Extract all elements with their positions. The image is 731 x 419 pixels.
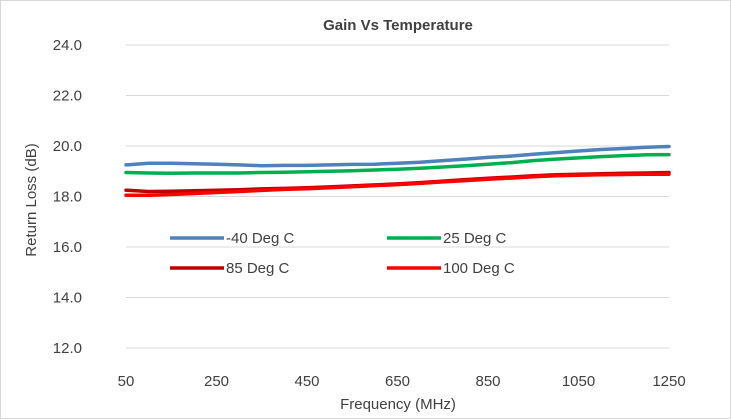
- y-tick-label: 14.0: [53, 290, 82, 307]
- series-line-2: [124, 152, 671, 176]
- x-tick-label: 1050: [562, 373, 595, 390]
- x-tick-label: 850: [475, 373, 500, 390]
- x-tick-label: 250: [204, 373, 229, 390]
- chart-title: Gain Vs Temperature: [323, 17, 473, 34]
- y-tick-label: 20.0: [53, 138, 82, 155]
- y-tick-label: 12.0: [53, 340, 82, 357]
- series-line-4: [124, 172, 671, 197]
- y-axis-ticks: 12.0 14.0 16.0 18.0 20.0 22.0 24.0: [53, 37, 82, 357]
- series-lines: [124, 144, 671, 197]
- legend-label: 85 Deg C: [226, 260, 290, 277]
- legend-label: 100 Deg C: [443, 260, 515, 277]
- x-tick-label: 650: [385, 373, 410, 390]
- x-axis-ticks: 50 250 450 650 850 1050 1250: [118, 373, 686, 390]
- y-axis-label: Return Loss (dB): [23, 143, 40, 256]
- y-tick-label: 16.0: [53, 239, 82, 256]
- y-tick-label: 22.0: [53, 88, 82, 105]
- legend-label: 25 Deg C: [443, 230, 507, 247]
- x-tick-label: 50: [118, 373, 135, 390]
- x-axis-label: Frequency (MHz): [340, 396, 456, 413]
- x-tick-label: 450: [294, 373, 319, 390]
- y-tick-label: 24.0: [53, 37, 82, 54]
- y-tick-label: 18.0: [53, 189, 82, 206]
- series-line-1: [124, 144, 671, 168]
- x-tick-label: 1250: [652, 373, 685, 390]
- legend-label: -40 Deg C: [226, 230, 295, 247]
- gridlines: [126, 44, 669, 349]
- legend: -40 Deg C 25 Deg C 85 Deg C 100 Deg C: [170, 230, 515, 277]
